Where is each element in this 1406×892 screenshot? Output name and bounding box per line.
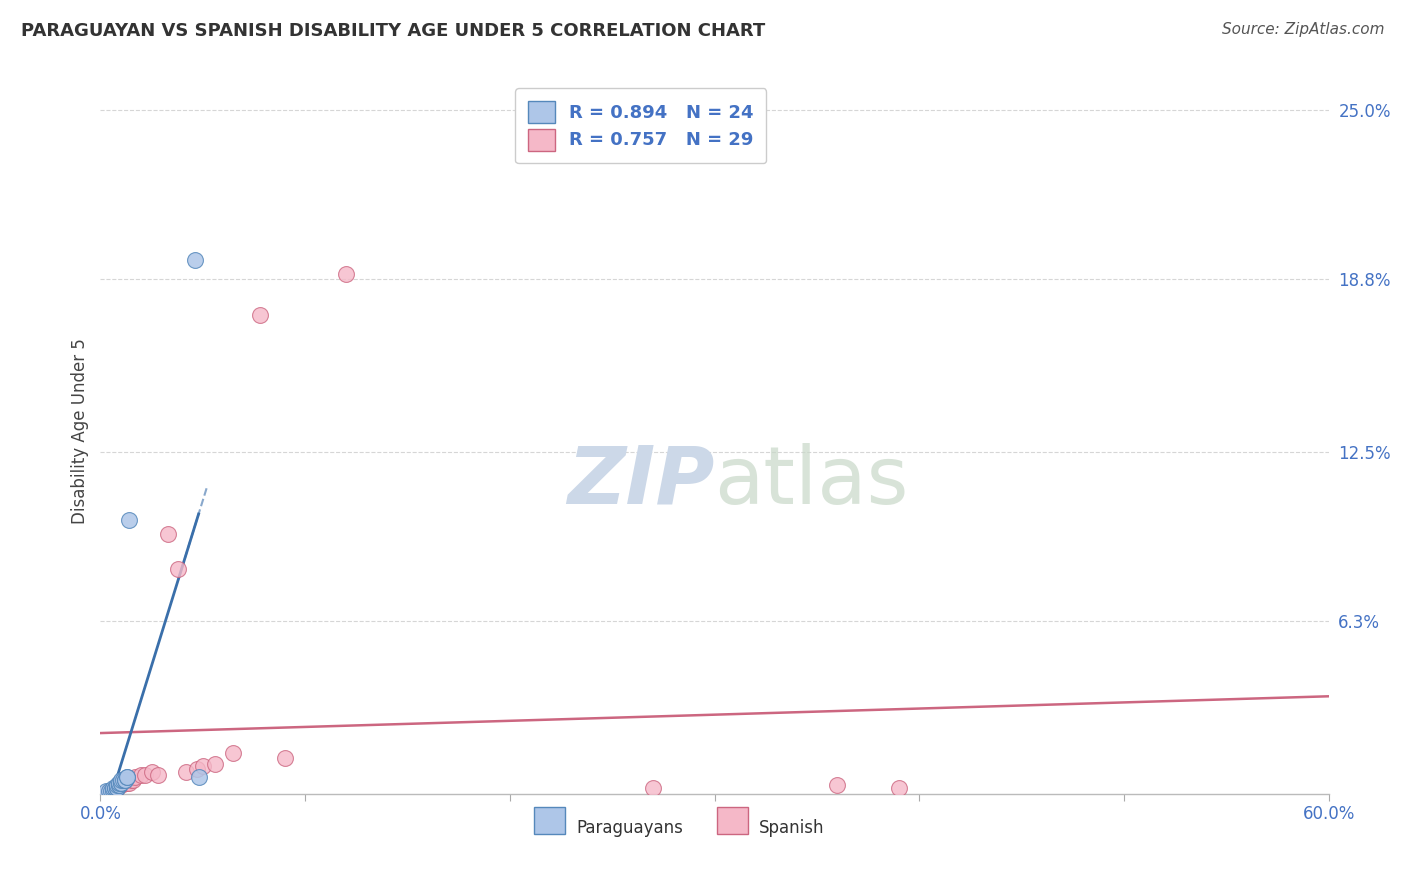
Point [105,781,128,796]
Point [141,764,163,779]
Point [107,775,129,789]
Point [97,784,120,798]
Text: Source: ZipAtlas.com: Source: ZipAtlas.com [1222,22,1385,37]
Point [335,267,357,281]
Point [187,770,209,784]
Y-axis label: Disability Age Under 5: Disability Age Under 5 [72,338,89,524]
Legend: R = 0.894   N = 24, R = 0.757   N = 29: R = 0.894 N = 24, R = 0.757 N = 29 [515,88,766,163]
Point [122,772,145,787]
Text: atlas: atlas [714,442,908,521]
Point [110,775,132,789]
Point [104,781,127,796]
Point [100,784,122,798]
Point [134,767,156,781]
Point [100,784,122,798]
Point [176,764,198,779]
Point [96,784,118,798]
Point [827,779,849,793]
Point [105,779,128,793]
Text: PARAGUAYAN VS SPANISH DISABILITY AGE UNDER 5 CORRELATION CHART: PARAGUAYAN VS SPANISH DISABILITY AGE UND… [21,22,765,40]
Point [107,779,129,793]
Point [115,775,138,789]
Point [107,779,129,793]
Point [105,781,128,796]
Point [104,781,127,796]
Point [186,762,208,776]
Point [114,772,136,787]
Point [114,772,136,787]
Point [146,767,169,781]
Point [118,513,141,527]
Point [114,775,136,789]
Point [273,751,295,765]
Point [191,759,214,773]
Point [115,770,138,784]
Point [110,772,132,787]
Text: Paraguayans: Paraguayans [576,819,683,837]
Point [110,779,132,793]
Point [249,308,271,322]
Point [156,526,179,541]
Point [641,781,664,796]
Point [105,781,128,796]
Point [104,781,127,796]
Point [101,784,124,798]
Point [167,562,190,576]
Point [887,781,910,796]
Point [97,784,120,798]
Point [222,746,245,760]
Point [107,779,129,793]
Point [115,770,138,784]
Point [204,756,226,771]
Point [110,775,132,789]
Text: Spanish: Spanish [759,819,825,837]
Text: ZIP: ZIP [567,442,714,521]
Point [118,775,141,789]
Point [111,772,134,787]
Point [124,770,146,784]
Point [183,253,205,268]
Point [120,772,142,787]
Point [129,767,152,781]
Point [101,781,124,796]
